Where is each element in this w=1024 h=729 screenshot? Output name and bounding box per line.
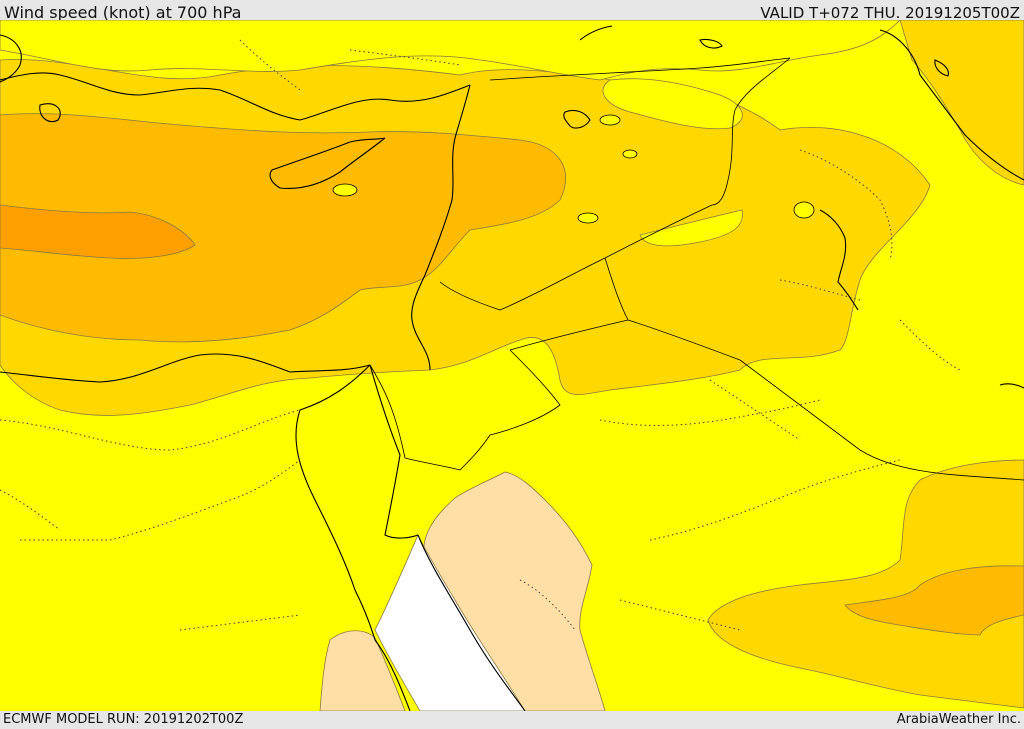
model-run-label: ECMWF MODEL RUN: 20191202T00Z [3, 712, 244, 727]
wind-band-high-southeast [707, 459, 1024, 709]
wind-band-higher-southeast [844, 565, 1024, 636]
wind-band-mid-pocket-east2 [602, 78, 743, 130]
valid-time: VALID T+072 THU. 20191205T00Z [760, 4, 1020, 22]
wind-band-high-northeast [899, 20, 1024, 186]
wind-band-higher-med [0, 113, 567, 343]
wind-band-low-egypt [319, 630, 406, 711]
weather-map[interactable] [0, 20, 1024, 711]
wind-band-mid-north-strip [0, 20, 901, 81]
map-title: Wind speed (knot) at 700 hPa [4, 3, 242, 22]
wind-band-lowest-redsea [374, 534, 526, 711]
wind-band-highest-med [0, 204, 196, 259]
footer-bar: ECMWF MODEL RUN: 20191202T00Z ArabiaWeat… [0, 711, 1024, 729]
wind-band-mid-pocket-east [639, 209, 743, 247]
region-borders [0, 39, 961, 631]
country-borders [369, 57, 1024, 481]
lakes [332, 114, 815, 224]
coastlines [0, 25, 1024, 711]
header-bar: Wind speed (knot) at 700 hPa VALID T+072… [0, 0, 1024, 22]
brand-label: ArabiaWeather Inc. [896, 712, 1021, 727]
